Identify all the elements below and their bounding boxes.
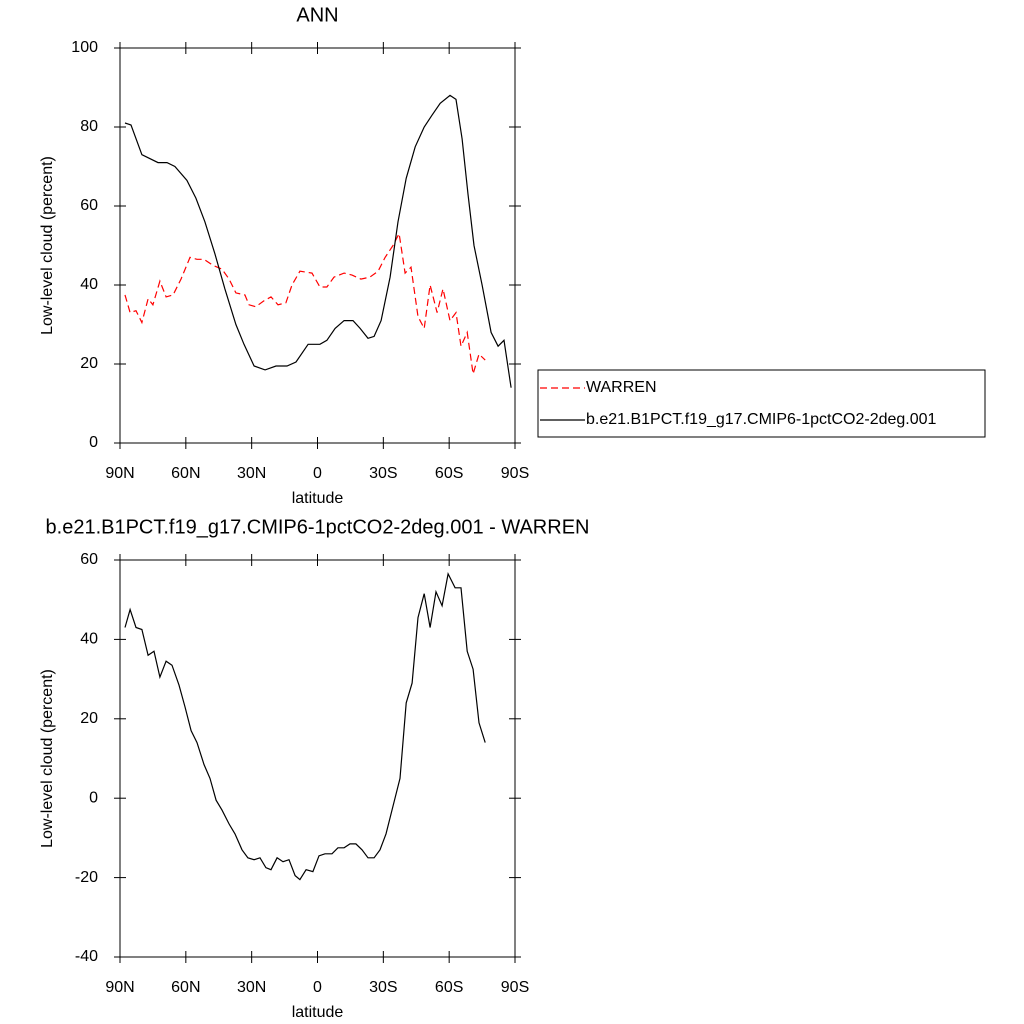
legend-label: WARREN: [586, 379, 657, 396]
x-tick-label: 30S: [369, 465, 397, 482]
y-axis-label: Low-level cloud (percent): [39, 156, 56, 335]
x-axis-label: latitude: [292, 1004, 344, 1021]
y-tick-label: -20: [75, 869, 98, 886]
legend-label: b.e21.B1PCT.f19_g17.CMIP6-1pctCO2-2deg.0…: [586, 411, 937, 428]
y-tick-label: 40: [80, 631, 98, 648]
x-tick-label: 60S: [435, 465, 463, 482]
y-tick-label: 40: [80, 276, 98, 293]
x-tick-label: 30S: [369, 979, 397, 996]
y-tick-label: 20: [80, 355, 98, 372]
y-tick-label: 60: [80, 197, 98, 214]
data-line: [124, 572, 486, 881]
y-tick-label: 0: [89, 789, 98, 806]
x-tick-label: 90N: [105, 979, 134, 996]
x-axis-label: latitude: [292, 490, 344, 507]
y-tick-label: 20: [80, 710, 98, 727]
plot-frame: [119, 47, 516, 444]
x-tick-label: 90S: [501, 465, 529, 482]
x-tick-label: 30N: [237, 979, 266, 996]
y-tick-label: -40: [75, 948, 98, 965]
y-tick-label: 60: [80, 551, 98, 568]
data-line: [124, 231, 486, 375]
x-tick-label: 60N: [171, 465, 200, 482]
x-tick-label: 60S: [435, 979, 463, 996]
x-tick-label: 30N: [237, 465, 266, 482]
y-tick-label: 100: [71, 39, 98, 56]
y-tick-label: 80: [80, 118, 98, 135]
x-tick-label: 60N: [171, 979, 200, 996]
plot-frame: [119, 559, 516, 958]
x-tick-label: 90N: [105, 465, 134, 482]
y-tick-label: 0: [89, 434, 98, 451]
legend-box: [537, 369, 986, 438]
x-tick-label: 90S: [501, 979, 529, 996]
chart-title: ANN: [296, 4, 338, 26]
chart-title: b.e21.B1PCT.f19_g17.CMIP6-1pctCO2-2deg.0…: [46, 516, 590, 538]
x-tick-label: 0: [313, 465, 322, 482]
y-axis-label: Low-level cloud (percent): [39, 669, 56, 848]
data-line: [124, 94, 512, 388]
x-tick-label: 0: [313, 979, 322, 996]
